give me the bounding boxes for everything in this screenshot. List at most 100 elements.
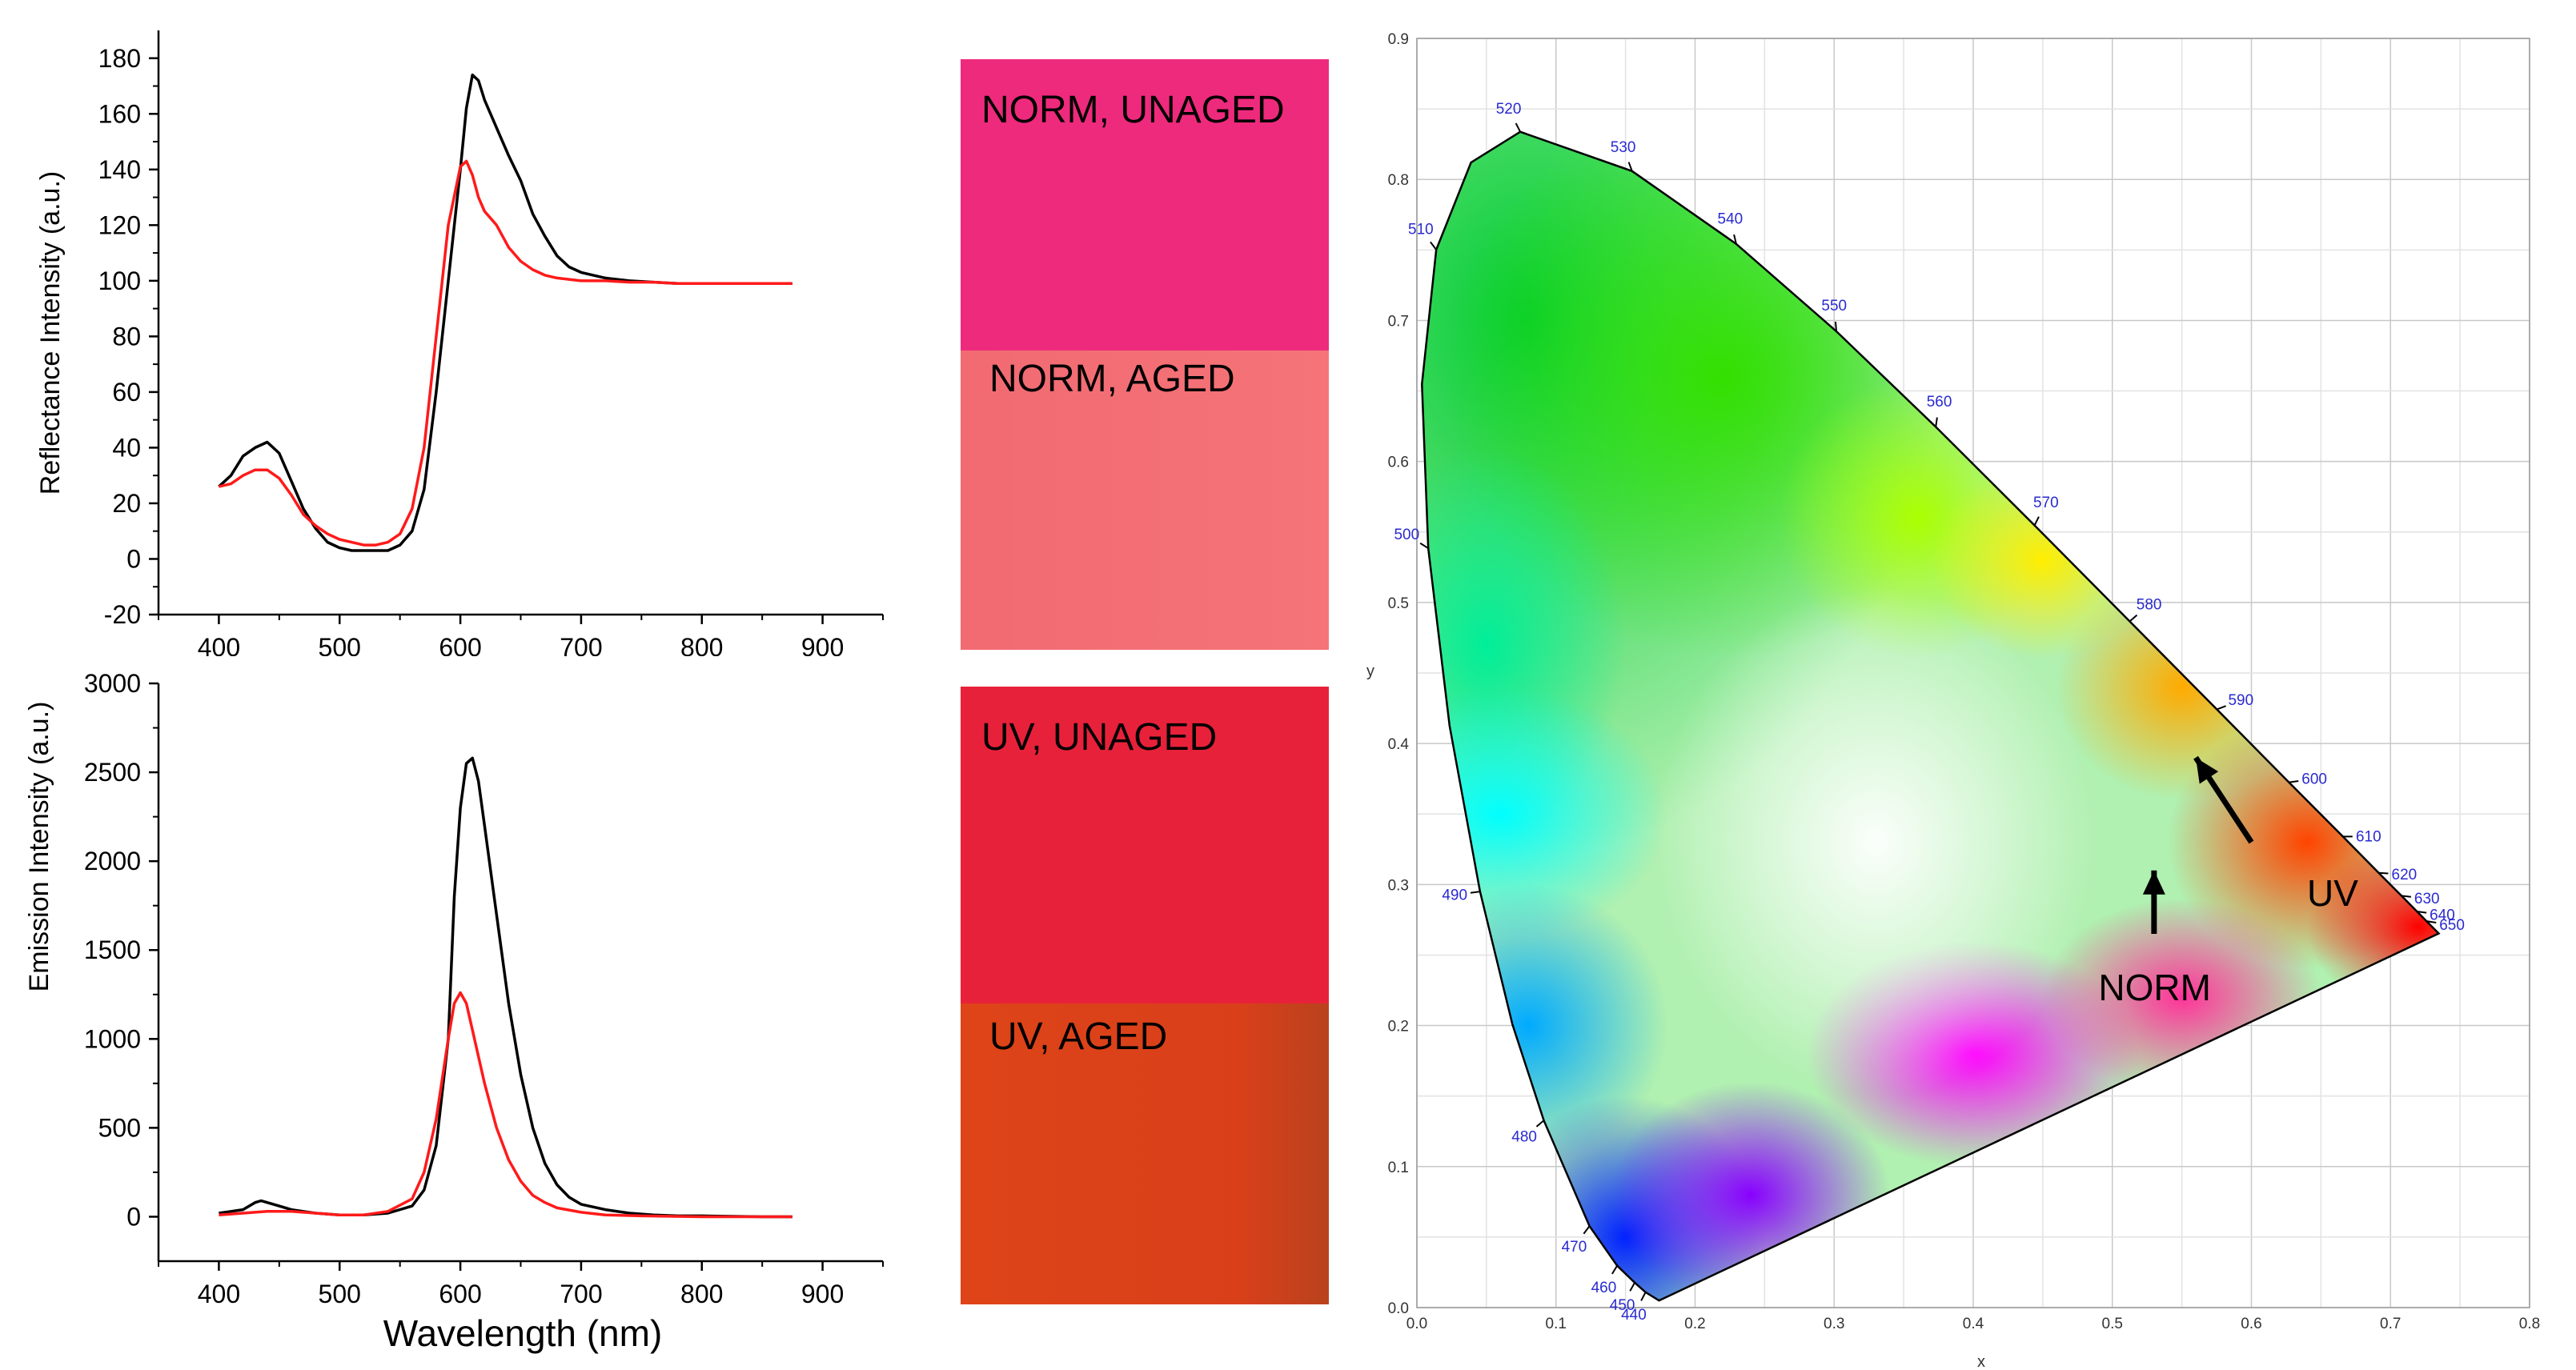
cie-wavelength-tick [1419, 542, 1429, 550]
cie-ytick-label: 0.6 [1388, 455, 1409, 471]
emission-ylabel: Emission Intensity (a.u.) [24, 702, 54, 992]
reflectance-ytick-label: 180 [98, 44, 141, 73]
cie-ylabel: y [1366, 663, 1374, 680]
emission-ytick-label: 500 [98, 1113, 141, 1142]
cie-wavelength-label: 610 [2356, 828, 2381, 845]
cie-xlabel: x [1977, 1353, 1985, 1370]
cie-wavelength-label: 590 [2228, 692, 2253, 709]
cie-wavelength-tick [2378, 871, 2389, 875]
cie-wavelength-tick [2129, 614, 2138, 623]
cie-ytick-label: 0.2 [1388, 1019, 1409, 1036]
cie-annotation-arrowhead [2142, 870, 2165, 895]
reflectance-chart: Reflectance Intensity (a.u.) -20 0 20 40 60 8… [35, 30, 884, 656]
cie-xtick-label: 0.7 [2380, 1316, 2401, 1332]
emission-xtick-label: 800 [680, 1280, 723, 1308]
cie-wavelength-label: 450 [1610, 1297, 1635, 1314]
reflectance-ytick-label: 80 [112, 322, 141, 351]
reflectance-xticks: 400 500 600 700 800 900 [158, 615, 884, 656]
cie-wavelength-tick [1430, 241, 1437, 250]
cie-wavelength-label: 460 [1591, 1280, 1617, 1296]
swatch-label-uv-unaged: UV, UNAGED [981, 716, 1218, 759]
cie-wavelength-tick [1583, 1225, 1591, 1235]
cie-wavelength-tick [1470, 891, 1481, 894]
cie-wavelength-tick [2417, 911, 2427, 914]
cie-gamut-fill [1422, 131, 2439, 1301]
emission-ytick-label: 0 [126, 1202, 141, 1231]
cie-wavelength-tick [2401, 895, 2412, 898]
reflectance-ylabel: Reflectance Intensity (a.u.) [35, 171, 66, 495]
cie-annotation-label: UV [2307, 872, 2358, 914]
cie-wavelength-label: 500 [1394, 527, 1419, 543]
reflectance-ytick-label: 160 [98, 99, 141, 128]
cie-wavelength-tick [1640, 1292, 1647, 1301]
swatch-norm-unaged: NORM, UNAGED [961, 59, 1329, 351]
emission-xtick-label: 600 [439, 1280, 481, 1308]
cie-ytick-label: 0.5 [1388, 595, 1409, 612]
cie-wavelength-tick [2426, 920, 2437, 923]
cie-xtick-label: 0.0 [1406, 1316, 1427, 1332]
cie-ytick-label: 0.8 [1388, 172, 1409, 189]
cie-wavelength-label: 630 [2414, 891, 2440, 907]
cie-xtick-label: 0.5 [2102, 1316, 2123, 1332]
emission-ytick-label: 2500 [84, 758, 141, 787]
swatch-uv-unaged: UV, UNAGED [961, 687, 1329, 1003]
cie-wavelength-label: 640 [2430, 907, 2455, 923]
emission-ytick-label: 2000 [84, 847, 141, 875]
cie-annotation-arrowhead [2196, 757, 2219, 784]
cie-wavelength-label: 580 [2137, 597, 2162, 614]
reflectance-xtick-label: 700 [560, 633, 602, 656]
cie-wavelength-tick [2217, 705, 2226, 711]
emission-xtick-label: 700 [560, 1280, 602, 1308]
swatch-uv-aged: UV, AGED [961, 1003, 1329, 1304]
reflectance-series-line-0 [218, 73, 792, 552]
emission-series-line-1 [219, 991, 792, 1219]
reflectance-ytick-label: 60 [112, 378, 141, 407]
reflectance-series-line-1 [219, 159, 792, 547]
emission-xlabel: Wavelength (nm) [383, 1312, 663, 1354]
cie-xtick-label: 0.2 [1684, 1316, 1705, 1332]
cie-yticks: 0.0 0.1 0.2 0.3 0.4 0.5 0.6 0.7 0.8 0.9 [1388, 31, 1410, 1317]
swatch-norm-aged: NORM, AGED [961, 351, 1329, 650]
reflectance-xtick-label: 900 [801, 633, 844, 656]
emission-series [219, 756, 792, 1219]
reflectance-ytick-label: 140 [98, 155, 141, 184]
cie-wavelength-tick [1629, 1282, 1635, 1292]
reflectance-ytick-label: 0 [126, 544, 141, 573]
emission-ytick-label: 1000 [84, 1024, 141, 1053]
cie-ytick-label: 0.3 [1388, 877, 1409, 894]
reflectance-series [218, 73, 792, 552]
emission-xticks: 400 500 600 700 800 900 [158, 1261, 884, 1308]
cie-wavelength-tick [1627, 162, 1633, 172]
cie-wavelength-label: 480 [1511, 1129, 1537, 1146]
cie-wavelength-label: 520 [1496, 101, 1522, 118]
cie-xtick-label: 0.3 [1824, 1316, 1844, 1332]
emission-ytick-label: 1500 [84, 935, 141, 964]
cie-xtick-label: 0.6 [2241, 1316, 2261, 1332]
cie-wavelength-tick [2033, 516, 2040, 526]
cie-wavelength-label: 440 [1621, 1307, 1647, 1324]
cie-xticks: 0.0 0.1 0.2 0.3 0.4 0.5 0.6 0.7 0.8 [1406, 1316, 2540, 1332]
cie-wavelength-tick [1733, 234, 1737, 244]
emission-xtick-label: 500 [319, 1280, 361, 1308]
cie-xtick-label: 0.1 [1546, 1316, 1567, 1332]
reflectance-xtick-label: 500 [319, 633, 361, 656]
cie-wavelength-tick [1611, 1265, 1619, 1275]
cie-wavelength-label: 540 [1718, 211, 1743, 228]
cie-annotation-label: NORM [2098, 967, 2211, 1008]
cie-wavelength-label: 490 [1442, 887, 1467, 903]
emission-yticks: 0 500 1000 1500 2000 2500 3000 [84, 669, 158, 1231]
cie-ytick-label: 0.9 [1388, 31, 1409, 48]
emission-series-line-0 [219, 756, 792, 1219]
emission-xtick-label: 400 [198, 1280, 240, 1308]
reflectance-ytick-label: 100 [98, 266, 141, 295]
emission-xtick-label: 900 [801, 1280, 844, 1308]
cie-wavelength-label: 470 [1562, 1239, 1587, 1256]
cie-ytick-label: 0.4 [1388, 736, 1410, 753]
cie-wavelength-label: 530 [1611, 139, 1636, 156]
cie-ytick-label: 0.0 [1388, 1300, 1409, 1317]
cie-wavelength-label: 550 [1821, 298, 1847, 314]
cie-wavelength-label: 570 [2033, 495, 2059, 511]
reflectance-axes [157, 30, 883, 616]
